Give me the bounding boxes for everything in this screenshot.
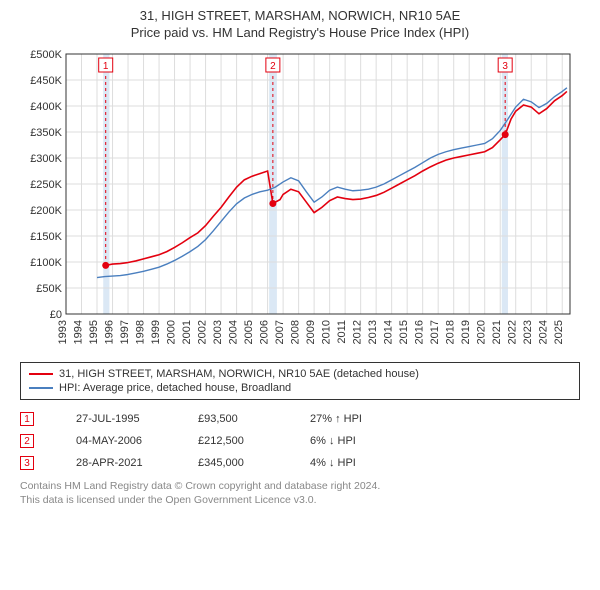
x-tick-label: 2022 — [507, 320, 519, 344]
legend-label: HPI: Average price, detached house, Broa… — [59, 382, 291, 394]
sale-box-num-2: 2 — [270, 61, 276, 72]
x-tick-label: 2014 — [383, 320, 395, 344]
y-tick-label: £100K — [30, 257, 62, 269]
legend-box: 31, HIGH STREET, MARSHAM, NORWICH, NR10 … — [20, 362, 580, 400]
y-tick-label: £500K — [30, 49, 62, 61]
title-line2: Price paid vs. HM Land Registry's House … — [10, 25, 590, 40]
title-line1: 31, HIGH STREET, MARSHAM, NORWICH, NR10 … — [10, 8, 590, 23]
chart-svg: £0 £50K £100K £150K £200K £250K £300K £350K £400… — [20, 46, 580, 356]
sales-row-3: 3 28-APR-2021 £345,000 4% ↓ HPI — [20, 452, 580, 474]
sale-price: £212,500 — [198, 435, 298, 447]
sale-marker-2: 2 — [20, 434, 34, 448]
x-tick-label: 2010 — [321, 320, 333, 344]
title-block: 31, HIGH STREET, MARSHAM, NORWICH, NR10 … — [10, 8, 590, 40]
x-tick-label: 2015 — [398, 320, 410, 344]
y-tick-label: £250K — [30, 179, 62, 191]
sale-pct: 27% ↑ HPI — [310, 413, 430, 425]
sales-row-2: 2 04-MAY-2006 £212,500 6% ↓ HPI — [20, 430, 580, 452]
y-tick-label: £150K — [30, 231, 62, 243]
x-tick-label: 1993 — [57, 320, 69, 344]
y-tick-label: £0 — [50, 309, 62, 321]
sale-box-num-1: 1 — [103, 61, 109, 72]
x-tick-label: 2009 — [305, 320, 317, 344]
sale-marker-1: 1 — [20, 412, 34, 426]
sale-dot-2 — [269, 200, 276, 207]
x-tick-label: 2000 — [166, 320, 178, 344]
x-tick-label: 1998 — [135, 320, 147, 344]
sale-date: 27-JUL-1995 — [76, 413, 186, 425]
x-tick-label: 2001 — [181, 320, 193, 344]
sale-date: 28-APR-2021 — [76, 457, 186, 469]
sale-pct: 4% ↓ HPI — [310, 457, 430, 469]
x-tick-label: 1997 — [119, 320, 131, 344]
x-tick-label: 2006 — [259, 320, 271, 344]
x-tick-label: 2018 — [445, 320, 457, 344]
x-tick-label: 2011 — [336, 320, 348, 344]
x-tick-label: 1999 — [150, 320, 162, 344]
sales-table: 1 27-JUL-1995 £93,500 27% ↑ HPI 2 04-MAY-2006… — [20, 408, 580, 474]
x-tick-label: 2016 — [414, 320, 426, 344]
sale-dot-1 — [102, 262, 109, 269]
legend-label: 31, HIGH STREET, MARSHAM, NORWICH, NR10 … — [59, 368, 419, 380]
legend-row-0: 31, HIGH STREET, MARSHAM, NORWICH, NR10 … — [29, 367, 571, 381]
y-tick-label: £350K — [30, 127, 62, 139]
sale-dot-3 — [502, 131, 509, 138]
x-tick-label: 2005 — [243, 320, 255, 344]
x-tick-label: 1994 — [73, 320, 85, 344]
legend-swatch — [29, 373, 53, 375]
chart-container: 31, HIGH STREET, MARSHAM, NORWICH, NR10 … — [0, 0, 600, 513]
sale-price: £93,500 — [198, 413, 298, 425]
x-tick-label: 1996 — [104, 320, 116, 344]
y-tick-label: £200K — [30, 205, 62, 217]
footnote-line1: Contains HM Land Registry data © Crown c… — [20, 480, 580, 494]
sale-marker-3: 3 — [20, 456, 34, 470]
y-tick-label: £400K — [30, 101, 62, 113]
x-tick-label: 2019 — [460, 320, 472, 344]
x-tick-label: 2021 — [491, 320, 503, 344]
y-tick-label: £300K — [30, 153, 62, 165]
x-tick-label: 2002 — [197, 320, 209, 344]
x-tick-label: 2020 — [476, 320, 488, 344]
x-tick-label: 2025 — [553, 320, 565, 344]
sale-price: £345,000 — [198, 457, 298, 469]
x-tick-label: 2003 — [212, 320, 224, 344]
y-tick-label: £50K — [36, 283, 62, 295]
sale-pct: 6% ↓ HPI — [310, 435, 430, 447]
footnote-line2: This data is licensed under the Open Gov… — [20, 494, 580, 508]
chart-area: £0 £50K £100K £150K £200K £250K £300K £350K £400… — [20, 46, 580, 356]
y-tick-label: £450K — [30, 75, 62, 87]
footnote: Contains HM Land Registry data © Crown c… — [20, 480, 580, 507]
sale-date: 04-MAY-2006 — [76, 435, 186, 447]
x-tick-label: 2004 — [228, 320, 240, 344]
sale-box-num-3: 3 — [502, 61, 508, 72]
x-tick-label: 2008 — [290, 320, 302, 344]
x-tick-label: 2024 — [538, 320, 550, 344]
x-tick-label: 2012 — [352, 320, 364, 344]
x-tick-label: 2017 — [429, 320, 441, 344]
x-tick-label: 1995 — [88, 320, 100, 344]
x-tick-label: 2023 — [522, 320, 534, 344]
sales-row-1: 1 27-JUL-1995 £93,500 27% ↑ HPI — [20, 408, 580, 430]
x-tick-label: 2007 — [274, 320, 286, 344]
legend-row-1: HPI: Average price, detached house, Broa… — [29, 381, 571, 395]
x-tick-label: 2013 — [367, 320, 379, 344]
legend-swatch — [29, 387, 53, 389]
